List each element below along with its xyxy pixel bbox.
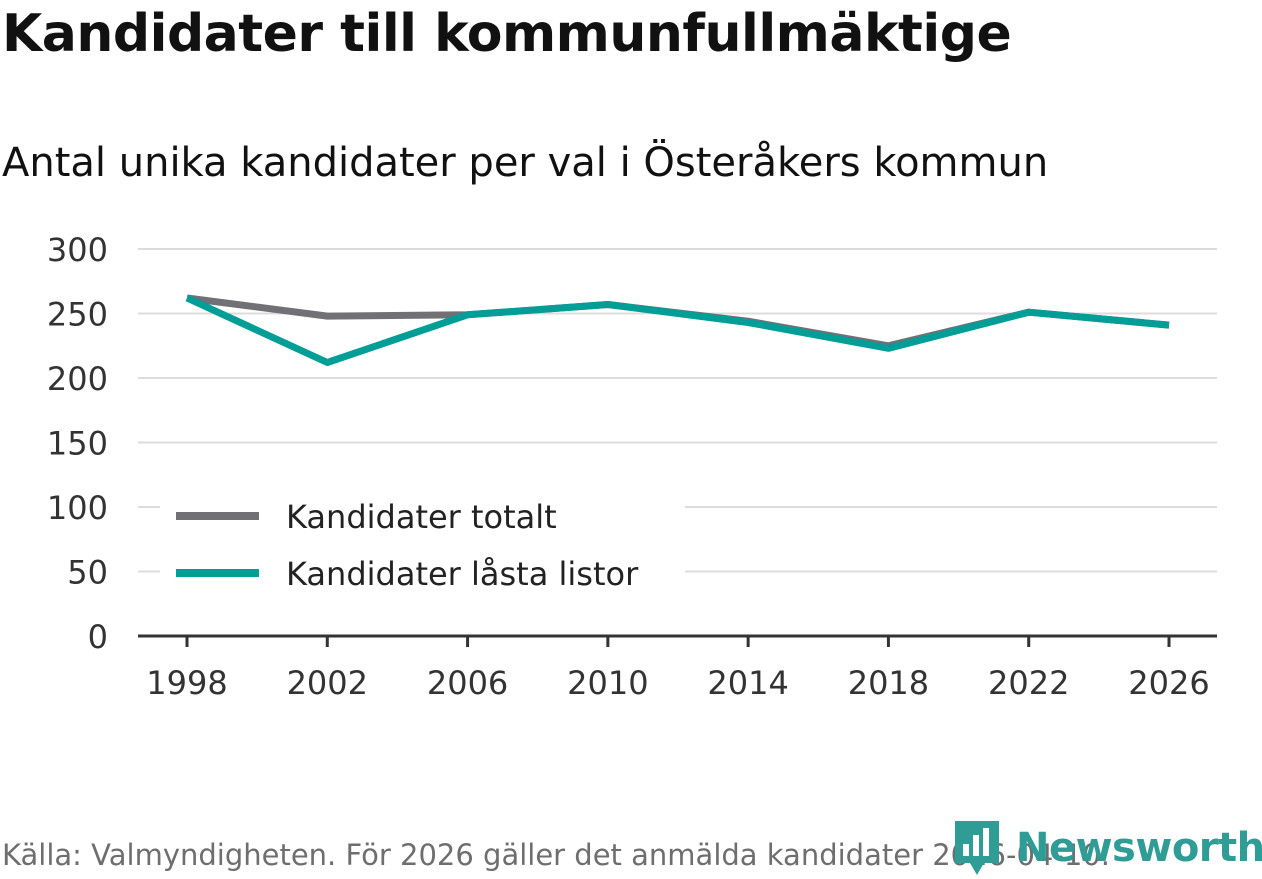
source-note: Källa: Valmyndigheten. För 2026 gäller d… (2, 838, 1110, 872)
legend-background (160, 492, 685, 602)
x-tick-label-2002: 2002 (287, 664, 368, 702)
x-tick-label-2006: 2006 (427, 664, 508, 702)
x-tick-label-1998: 1998 (146, 664, 227, 702)
y-tick-label-50: 50 (67, 554, 108, 592)
newsworthy-logo-icon (955, 821, 999, 875)
y-tick-label-150: 150 (47, 425, 108, 463)
x-tick-label-2022: 2022 (988, 664, 1069, 702)
newsworthy-logo: Newsworthy (952, 818, 1262, 878)
chart-subtitle: Antal unika kandidater per val i Österåk… (2, 140, 1049, 186)
legend-label-1: Kandidater totalt (286, 498, 557, 536)
x-tick-label-2018: 2018 (848, 664, 929, 702)
y-tick-label-200: 200 (47, 360, 108, 398)
brand-name: Newsworthy (1016, 825, 1262, 871)
chart-title: Kandidater till kommunfullmäktige (2, 4, 1012, 64)
series-line-2 (185, 294, 1170, 366)
x-tick-label-2010: 2010 (567, 664, 648, 702)
x-tick-label-2014: 2014 (707, 664, 788, 702)
y-tick-label-250: 250 (47, 296, 108, 334)
y-tick-label-300: 300 (47, 231, 108, 269)
series-line-1 (186, 294, 1170, 350)
legend-label-2: Kandidater låsta listor (286, 555, 639, 593)
x-tick-label-2026: 2026 (1128, 664, 1209, 702)
y-tick-label-100: 100 (47, 489, 108, 527)
y-tick-label-0: 0 (88, 618, 108, 656)
